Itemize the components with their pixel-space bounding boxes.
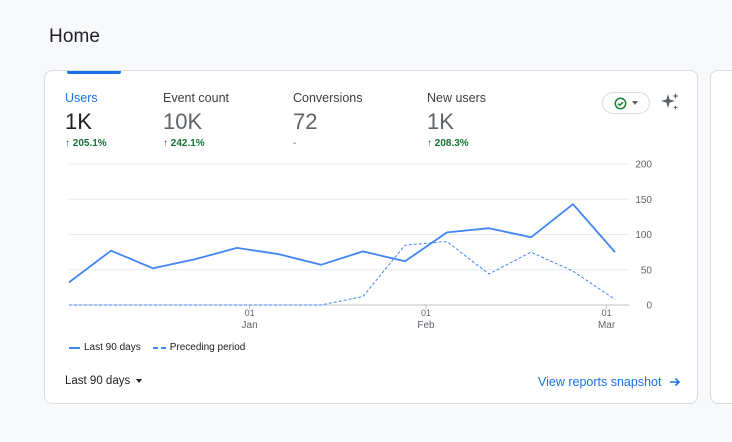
home-card: Users 1K ↑ 205.1% Event count 10K ↑ 242.… (44, 70, 698, 404)
arrow-right-icon (670, 377, 681, 387)
metric-value: 72 (293, 109, 318, 134)
metric-tab-event-count[interactable]: Event count 10K ↑ 242.1% (163, 91, 229, 149)
legend-item-preceding-period: Preceding period (152, 342, 246, 353)
metric-change: ↑ 208.3% (427, 138, 486, 149)
metric-value: 1K (427, 109, 454, 134)
legend-dashed-swatch (152, 346, 166, 349)
metric-value: 10K (163, 109, 203, 134)
x-tick-day: 01 (421, 308, 431, 318)
check-circle-icon (614, 97, 627, 109)
x-tick-month: Feb (417, 320, 435, 331)
y-tick-label: 100 (635, 230, 652, 241)
compare-dropdown[interactable] (602, 92, 650, 114)
users-line-chart: 200 150 100 50 0 01 Jan 01 Feb 01 Mar (68, 160, 653, 331)
snapshot-link-label: View reports snapshot (538, 375, 662, 389)
arrow-up-icon: ↑ (163, 138, 168, 149)
metric-change: ↑ 242.1% (163, 138, 229, 149)
page-title: Home (49, 26, 101, 47)
metric-label: Users (65, 91, 98, 105)
view-reports-snapshot-link[interactable]: View reports snapshot (538, 375, 681, 389)
metric-tab-new-users[interactable]: New users 1K ↑ 208.3% (427, 91, 486, 149)
metric-change-value: 242.1% (170, 138, 205, 149)
x-tick-month: Mar (598, 320, 616, 331)
series-line-preceding-period (69, 241, 616, 306)
metric-value: 1K (65, 109, 92, 134)
arrow-up-icon: ↑ (427, 138, 432, 149)
metric-change: ↑ 205.1% (65, 138, 107, 149)
y-tick-label: 50 (641, 265, 653, 276)
x-tick-day: 01 (602, 308, 612, 318)
legend-label: Last 90 days (84, 342, 141, 353)
x-tick-month: Jan (242, 320, 258, 331)
caret-down-icon (632, 101, 638, 105)
arrow-up-icon: ↑ (65, 138, 70, 149)
y-tick-label: 150 (635, 195, 652, 206)
metric-change-value: 208.3% (434, 138, 469, 149)
chart-legend: Last 90 days Preceding period (69, 342, 245, 353)
date-range-label: Last 90 days (65, 375, 131, 387)
legend-item-last-90-days: Last 90 days (69, 342, 141, 353)
metric-label: Event count (163, 91, 230, 105)
metric-change-value: 205.1% (72, 138, 107, 149)
metric-label: Conversions (293, 91, 363, 105)
sparkle-icon[interactable] (659, 91, 681, 113)
legend-label: Preceding period (169, 342, 246, 353)
caret-down-icon (136, 379, 143, 383)
next-card-peek (710, 70, 732, 404)
series-line-last-90-days (68, 203, 616, 284)
metric-tab-users[interactable]: Users 1K ↑ 205.1% (65, 91, 107, 149)
y-tick-label: 200 (635, 160, 652, 171)
metric-label: New users (427, 91, 487, 105)
x-tick-day: 01 (245, 308, 255, 318)
metric-change: - (293, 138, 297, 149)
legend-solid-swatch (69, 346, 80, 349)
date-range-selector[interactable]: Last 90 days (65, 375, 143, 387)
metric-tab-conversions[interactable]: Conversions 72 - (293, 91, 362, 149)
active-tab-indicator (67, 71, 121, 74)
y-tick-label: 0 (646, 301, 652, 312)
